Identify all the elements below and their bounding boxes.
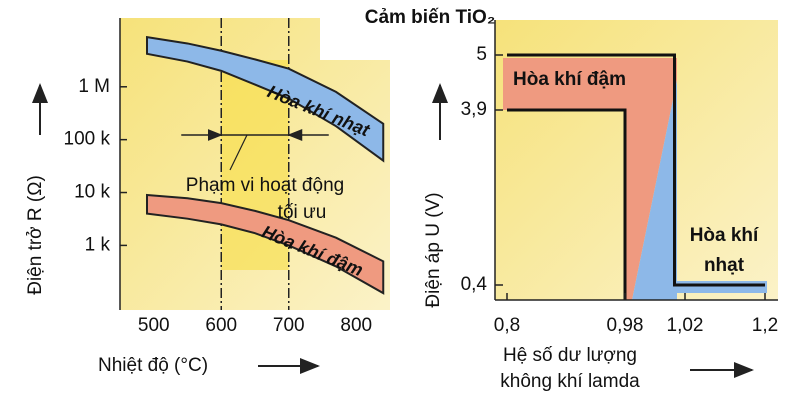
x-tick-label: 1,2 [752,315,778,336]
y-tick-label: 1 k [85,234,111,255]
y-tick-label: 100 k [64,129,111,150]
y-tick-label: 3,9 [461,99,487,120]
y-axis-label: Điện trở R (Ω) [25,175,46,295]
rich-region [503,58,677,300]
x-tick-label: 1,02 [667,315,704,336]
y-tick-label: 0,4 [461,274,488,295]
x-axis-label: Hệ số dư lượng [503,345,637,366]
right-chart: 0,4 3,9 5 0,8 0,98 1,02 1,2 Hòa khí đậm Hòa khí n… [365,7,778,392]
y-tick-label: 5 [476,44,487,65]
y-tick-label: 10 k [74,182,110,203]
x-tick-label: 0,98 [607,315,644,336]
x-axis-label: Nhiệt độ (°C) [98,355,208,376]
leader-line [229,134,248,171]
x-axis-label: không khí lamda [500,371,640,392]
y-axis-label: Điện áp U (V) [423,192,444,307]
region-label: nhạt [704,255,745,276]
lean-region [632,80,677,300]
x-tick-label: 800 [340,315,372,336]
band [146,35,385,163]
x-tick-label: 600 [205,315,237,336]
step-line [507,53,765,287]
band [146,193,385,295]
y-tick-label: 1 M [78,76,110,97]
region-label: Hòa khí đậm [513,69,626,90]
x-tick-label: 500 [138,315,170,336]
step-line [507,108,627,300]
lean-region [677,281,767,293]
range-label: Phạm vi hoạt động [186,175,344,196]
x-tick-label: 700 [273,315,305,336]
region-label: Hòa khí [690,225,759,246]
x-tick-label: 0,8 [494,315,520,336]
chart-title: Cảm biến TiO₂ [365,7,496,28]
range-label: tối ưu [278,202,327,223]
